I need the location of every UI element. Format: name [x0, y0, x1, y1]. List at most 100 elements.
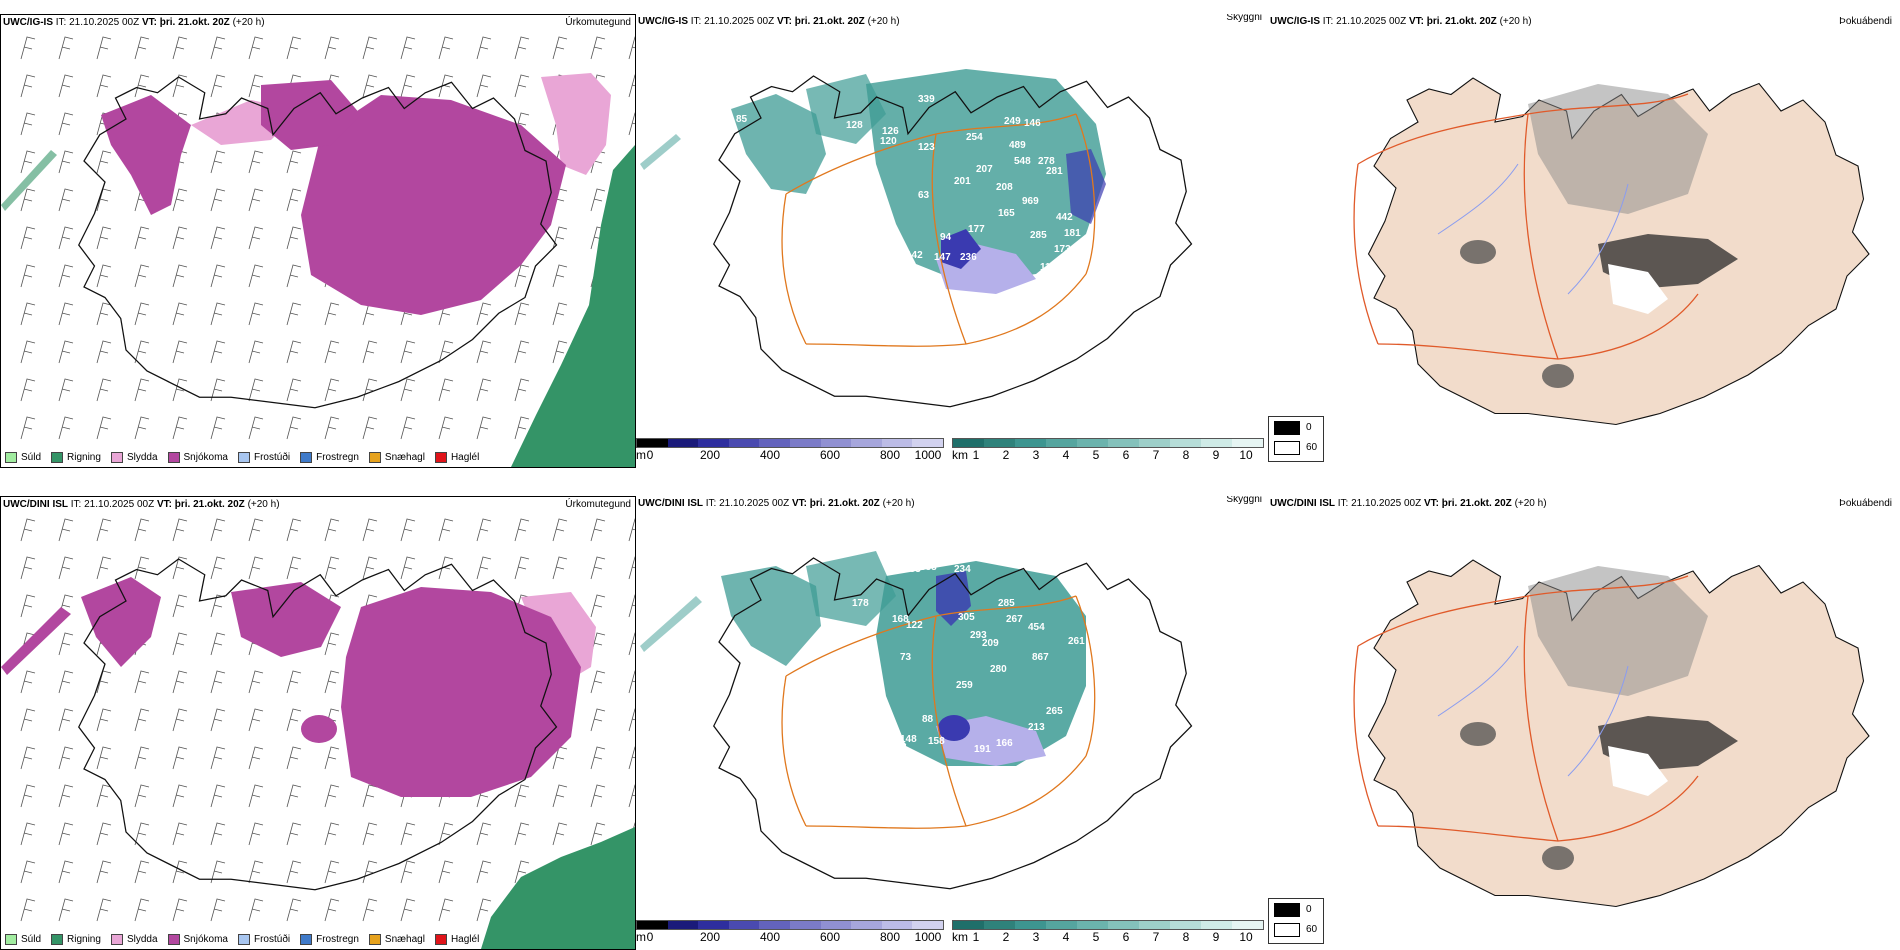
wind-barb: [514, 340, 530, 364]
wind-barb: [514, 378, 530, 402]
wind-barb: [628, 632, 635, 656]
iceland-coast-top-2: [713, 75, 1193, 408]
wind-barb: [476, 898, 492, 922]
wind-barb: [210, 74, 226, 98]
header-bottom-2: UWC/DINI ISL IT: 21.10.2025 00Z VT: þri.…: [638, 498, 915, 509]
fog-blob-west: [1460, 240, 1496, 264]
fog-blob-south: [1542, 364, 1574, 388]
wind-barb: [172, 188, 188, 212]
wind-barb: [476, 340, 492, 364]
wind-barb: [286, 302, 302, 326]
wind-barb: [210, 670, 226, 694]
ceiling-value-label: 147: [934, 252, 951, 263]
wind-barb: [58, 302, 74, 326]
wind-barb: [172, 898, 188, 922]
wind-barb: [628, 518, 635, 542]
wind-barb: [210, 822, 226, 846]
wind-barb: [20, 822, 36, 846]
ceiling-value-label: 201: [954, 176, 971, 187]
wind-barb: [628, 74, 635, 98]
rivers-fog-top: [1437, 163, 1629, 295]
wind-barb: [438, 340, 454, 364]
wind-barb: [362, 784, 378, 808]
wind-barb: [96, 340, 112, 364]
wind-barb: [362, 340, 378, 364]
wind-barb: [172, 302, 188, 326]
wind-barb: [20, 226, 36, 250]
wind-barb: [96, 264, 112, 288]
wind-barb: [172, 226, 188, 250]
wind-barb: [324, 302, 340, 326]
wind-barb: [134, 378, 150, 402]
wind-barb: [590, 594, 606, 618]
fog-legend-bottom: 0 60: [1268, 898, 1324, 944]
ceiling-value-label: 89: [858, 274, 870, 285]
iceland-coast-bottom-2: [713, 557, 1193, 890]
low-ceiling-area-east: [1066, 149, 1106, 224]
ceiling-value-label: 173: [1054, 244, 1071, 255]
wind-barb: [210, 264, 226, 288]
fog-blob-west-b: [1460, 722, 1496, 746]
ceiling-value-label: 123: [918, 142, 935, 153]
wind-barb: [590, 708, 606, 732]
wind-barb: [324, 36, 340, 60]
panel-title-precip-bottom: Úrkomutegund: [565, 499, 631, 510]
wind-barb: [476, 302, 492, 326]
snow-area-main: [301, 95, 566, 315]
header-top-2: UWC/IG-IS IT: 21.10.2025 00Z VT: þri. 21…: [638, 16, 900, 27]
wind-barb: [248, 74, 264, 98]
wind-barb: [590, 746, 606, 770]
wind-barb: [628, 708, 635, 732]
fog-grey-area-bottom: [1528, 566, 1708, 696]
snow-area-north: [261, 80, 361, 150]
ceiling-value-label: 254: [966, 132, 983, 143]
wind-barb: [400, 518, 416, 542]
wind-barb: [134, 518, 150, 542]
wind-barb: [324, 340, 340, 364]
ceiling-value-label: 208: [996, 182, 1013, 193]
wind-barb: [20, 784, 36, 808]
wind-barb: [286, 518, 302, 542]
wind-barb: [286, 708, 302, 732]
wind-barb: [590, 556, 606, 580]
precip-type-panel-bottom: UWC/DINI ISL IT: 21.10.2025 00Z VT: þri.…: [0, 496, 636, 950]
ceiling-value-label: 94: [940, 232, 952, 243]
wind-barb: [20, 556, 36, 580]
wind-barb: [96, 708, 112, 732]
ceiling-value-label: 333: [920, 562, 937, 573]
low-visibility-area-nw-b: [721, 566, 821, 666]
wind-barb: [286, 784, 302, 808]
wind-barb: [172, 822, 188, 846]
panel-title-precip-top: Úrkomutegund: [565, 17, 631, 28]
wind-barb: [514, 302, 530, 326]
fog-legend-top: 0 60: [1268, 416, 1324, 462]
wind-barb: [590, 670, 606, 694]
ceiling-value-label: 168: [892, 614, 909, 625]
wind-barb: [324, 860, 340, 884]
wind-barb: [172, 416, 188, 440]
low-ceiling-blob-center: [938, 715, 970, 741]
wind-barb: [476, 36, 492, 60]
ceiling-value-label: 63: [918, 190, 930, 201]
wind-barb: [400, 416, 416, 440]
wind-barb: [58, 822, 74, 846]
wind-barb: [134, 416, 150, 440]
wind-barb: [20, 860, 36, 884]
header-top-1: UWC/IG-IS IT: 21.10.2025 00Z VT: þri. 21…: [3, 17, 265, 28]
wind-barb: [552, 264, 568, 288]
wind-barb: [58, 74, 74, 98]
wind-barb: [476, 378, 492, 402]
wind-barb: [286, 746, 302, 770]
wind-barb: [210, 708, 226, 732]
wind-barb: [172, 264, 188, 288]
wind-barb: [134, 822, 150, 846]
wind-barb: [438, 36, 454, 60]
white-ice-cap-bottom: [1608, 746, 1668, 796]
wind-barb: [20, 594, 36, 618]
fog-blob-south-b: [1542, 846, 1574, 870]
wind-barb: [248, 416, 264, 440]
wind-barb: [172, 670, 188, 694]
wind-barb: [58, 36, 74, 60]
